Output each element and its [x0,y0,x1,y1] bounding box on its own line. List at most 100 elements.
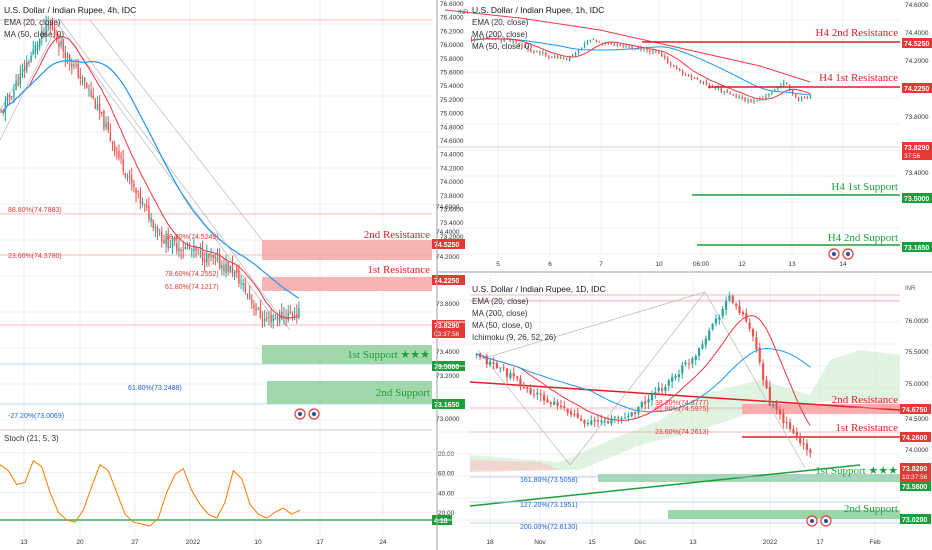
h1-chart-panel[interactable]: H4 2nd Resistance H4 1st Resistance H4 1st… [436,0,932,550]
d1-chart-panel[interactable]: 2nd Resistance 1st Resistance 1st Support … [437,271,932,546]
d1-fib-label: 161.80%(73.5058) [520,477,578,484]
h1-candle [777,86,779,90]
d1-candle [559,405,563,407]
d1-ichimoku-cloud [470,350,900,472]
h4-candle [173,238,176,241]
d1-candle [758,347,761,363]
d1-candle [782,413,785,423]
h4-fib-label: 23.60%(74.3780) [8,253,62,260]
d1-candle [728,295,731,301]
h4-candle [188,246,191,249]
h4-candle [221,265,223,269]
h4-candle [71,64,73,67]
d1-candle [765,379,768,389]
h1-price-axis[interactable]: 76.6000 76.4000 76.2000 76.0000 75.8000 75.60… [440,1,932,252]
d1-candle [590,420,593,425]
h1-candle [574,52,577,56]
d1-candle [637,407,640,413]
h4-price-badge: 73.5000 [434,364,459,371]
d1-trendline [569,291,706,466]
d1-label-s2: 2nd Support [844,503,898,515]
h1-price-badge-bg [902,38,932,48]
h1-candle [696,78,699,80]
h1-candle [664,56,666,58]
d1-time-tick: Nov [534,539,546,546]
h4-candle [206,253,208,263]
h1-time-tick: 06:00 [693,261,710,268]
h1-candle [619,44,621,46]
d1-zone-r2 [742,404,900,414]
d1-candle [778,409,782,415]
h4-candle [266,317,268,320]
h1-candle [551,56,553,58]
d1-candle [667,380,670,386]
h1-candle [637,48,639,50]
d1-candle [630,412,633,417]
d1-price-tick: 74.5000 [905,416,929,423]
d1-zones [469,381,901,519]
h4-candle [225,264,227,273]
d1-time-axis: 18 Nov 15 Dec 13 2022 17 Feb [486,539,881,546]
h4-label-s1: 1st Support ★★★ [347,349,430,361]
h1-candle [470,38,473,41]
d1-price-axis[interactable]: 76.000075.500075.000074.500074.000073.50… [900,286,931,524]
h1-title: U.S. Dollar / Indian Rupee, 1h, IDC [472,5,604,15]
h4-chart-panel[interactable]: 2nd Resistance 1st Resistance 1st Support … [0,0,465,545]
h4-candle [197,249,199,251]
d1-candle [512,373,515,377]
d1-legend-ichimoku: Ichimoku (9, 26, 52, 26) [472,333,556,342]
h4-candle [103,111,105,129]
d1-candle [687,363,691,365]
d1-time-tick: Feb [869,539,881,546]
h1-price-tick: 73.6000 [440,207,464,214]
h1-price-badge-sub: 37:56 [904,153,921,160]
h4-candle [238,270,240,284]
h4-candle [154,227,157,229]
h1-candle [732,94,734,96]
h4-candle [291,314,294,317]
d1-price-badge-bg [900,404,931,414]
h4-candle [45,23,47,36]
h4-candle [216,257,219,261]
d1-candle [671,376,674,382]
h4-candle [131,176,133,184]
d1-candle [677,374,680,377]
d1-trend-resistance [469,381,901,411]
h1-candle [667,57,669,63]
h4-candle [218,256,221,268]
h4-candle [133,184,135,187]
d1-candle [640,402,643,408]
h4-candle [152,219,154,228]
h4-price-badge-bg [432,399,465,409]
h1-candle [690,75,693,78]
d1-candle [596,420,600,422]
h4-time-tick: 20 [76,539,84,546]
us-flag-icon-dot [846,252,850,256]
d1-candle [623,417,627,419]
d1-candle [620,418,623,420]
d1-candle [741,312,745,315]
h4-label-r1: 1st Resistance [367,264,430,276]
h1-candle [503,39,505,41]
h4-candle [141,201,144,205]
h1-candle [729,92,731,94]
h4-candle [60,41,62,46]
h1-time-tick: 7 [599,261,603,268]
h4-grid [0,0,432,545]
h1-candle [780,85,782,87]
h1-price-tick: 75.2000 [440,97,464,104]
h1-right-tick: 74.6000 [905,2,929,9]
h1-price-tick: 73.4000 [440,220,464,227]
h1-candle [530,50,532,52]
h4-candle [263,318,266,322]
d1-price-tick: 76.0000 [905,318,929,325]
h4-candle [88,89,90,91]
h4-candle [167,236,169,248]
h1-candle [622,45,624,47]
d1-zone-s2 [668,510,900,519]
d1-candle [583,419,586,424]
d1-time-tick: 2022 [763,539,778,546]
h1-candle [628,45,630,47]
stoch-panel[interactable]: Stoch (21, 5, 3) 80.0060.0040.0020.004.1… [0,429,455,546]
h4-candle [210,255,212,257]
